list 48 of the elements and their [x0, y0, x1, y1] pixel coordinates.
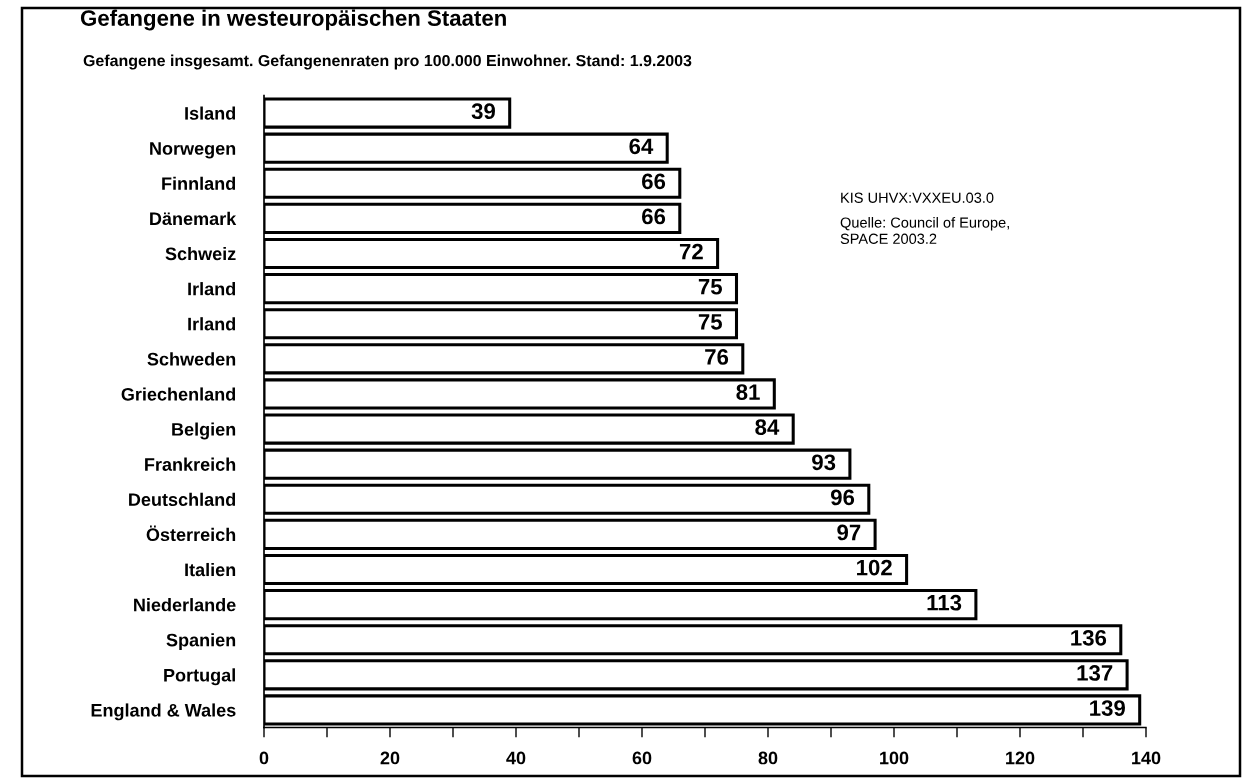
data-label: 66	[642, 208, 666, 225]
data-label: 113	[927, 594, 962, 611]
y-tick-label: Deutschland	[129, 492, 236, 506]
annotation: KIS UHVX:VXXEU.03.0	[841, 192, 994, 203]
y-tick-label: Irland	[188, 282, 236, 296]
data-label: 137	[1077, 665, 1113, 681]
x-tick-label: 120	[1006, 751, 1035, 765]
data-label: 64	[629, 138, 654, 155]
data-label: 84	[755, 419, 780, 436]
y-tick-label: Belgien	[172, 422, 236, 440]
y-tick-label: Spanien	[166, 633, 236, 651]
y-tick-label: Norwegen	[150, 142, 236, 159]
data-label: 75	[698, 279, 722, 295]
data-label: 75	[698, 314, 722, 330]
x-tick-label: 140	[1132, 751, 1161, 765]
chart-subtitle: Gefangene insgesamt. Gefangenenraten pro 100.000 Einwohner. Stand: 1.9.2003	[83, 54, 692, 70]
x-tick-label: 80	[758, 751, 778, 765]
x-tick-label: 0	[259, 751, 269, 765]
y-tick-label: Griechenland	[121, 387, 236, 401]
y-tick-label: Schweiz	[165, 246, 236, 261]
data-label: 72	[679, 243, 703, 260]
annotation: Quelle: Council of Europe, SPACE 2003.2	[840, 217, 1009, 244]
y-tick-label: Italien	[185, 562, 236, 577]
x-tick-label: 40	[506, 751, 526, 765]
y-tick-label: Frankreich	[145, 457, 236, 471]
x-tick-label: 60	[632, 751, 652, 765]
data-label: 39	[471, 103, 495, 120]
y-tick-label: Island	[185, 106, 236, 120]
y-tick-label: Portugal	[164, 668, 235, 686]
data-label: 76	[705, 349, 729, 365]
data-label: 102	[857, 559, 892, 576]
x-tick-label: 20	[380, 751, 400, 765]
data-label: 96	[830, 489, 855, 506]
y-tick-label: England & Wales	[91, 703, 236, 721]
y-tick-label: Irland	[188, 317, 236, 331]
chart-title: Gefangene in westeuropäischen Staaten	[80, 9, 506, 31]
data-label: 66	[642, 173, 666, 190]
data-label: 97	[837, 524, 861, 541]
y-tick-label: Finnland	[162, 176, 236, 190]
data-label: 93	[812, 454, 836, 471]
data-label: 81	[736, 384, 760, 400]
y-tick-label: Schweden	[147, 352, 236, 366]
data-label: 139	[1090, 700, 1125, 716]
y-tick-label: Dänemark	[150, 211, 237, 226]
x-tick-label: 100	[880, 751, 909, 765]
y-tick-label: Niederlande	[134, 598, 236, 612]
y-tick-label: Österreich	[146, 525, 236, 542]
data-label: 136	[1071, 629, 1107, 646]
